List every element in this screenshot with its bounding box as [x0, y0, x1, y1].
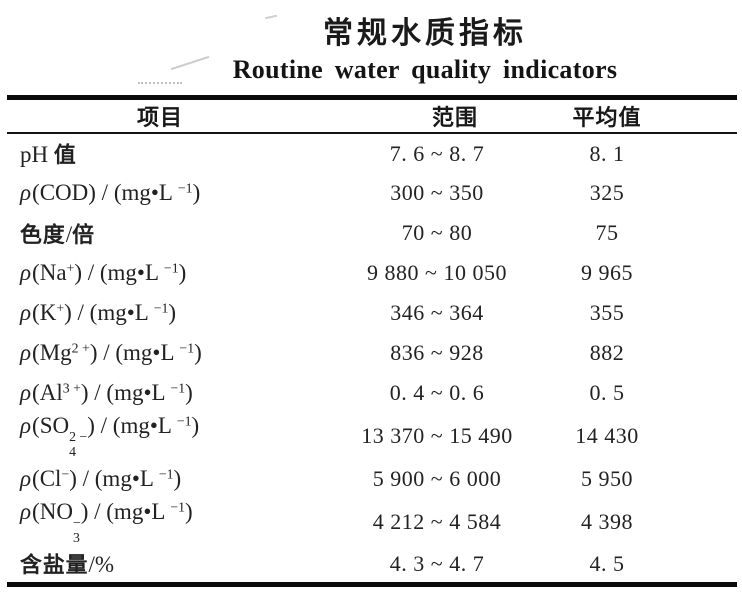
range-value: 300 ~ 350 — [390, 180, 484, 205]
item-label: ρ(SO 2 −4) / (mg•L −1) — [20, 413, 200, 459]
table-body: pH 值 7. 6 ~ 8. 7 8. 1 ρ(COD) / (mg•L −1) 300… — [7, 133, 737, 585]
range-value: 9 880 ~ 10 050 — [367, 260, 507, 285]
table-row: pH 值 7. 6 ~ 8. 7 8. 1 — [7, 133, 737, 173]
average-value: 8. 1 — [589, 140, 625, 166]
table-title-chinese: 常规水质指标 — [323, 17, 527, 50]
header-row: 项目 范围 平均值 — [7, 98, 737, 134]
row-spacer — [677, 545, 737, 585]
table-row: ρ(SO 2 −4) / (mg•L −1) 13 370 ~ 15 490 14 4… — [7, 413, 737, 459]
table-row: 含盐量/% 4. 3 ~ 4. 7 4. 5 — [7, 545, 737, 585]
column-header-range: 范围 — [431, 105, 478, 130]
column-header-item: 项目 — [136, 105, 183, 130]
item-label: ρ(NO −3) / (mg•L −1) — [20, 498, 193, 545]
header-spacer — [677, 98, 737, 134]
row-spacer — [677, 173, 737, 213]
water-quality-table: 项目 范围 平均值 pH 值 7. 6 ~ 8. 7 8. 1 ρ(COD) / (m… — [7, 95, 737, 588]
row-spacer — [677, 253, 737, 293]
row-spacer — [677, 333, 737, 373]
row-spacer — [677, 133, 737, 173]
item-label: pH 值 — [20, 142, 77, 167]
range-value: 70 ~ 80 — [401, 220, 473, 245]
row-spacer — [677, 373, 737, 413]
range-value: 4. 3 ~ 4. 7 — [389, 550, 485, 576]
average-value: 355 — [589, 300, 625, 325]
average-value: 325 — [589, 180, 625, 205]
table-row: 色度/倍 70 ~ 80 75 — [7, 213, 737, 253]
average-value: 4. 5 — [589, 550, 625, 576]
item-label: ρ(Na+) / (mg•L −1) — [20, 260, 187, 285]
average-value: 75 — [595, 220, 619, 245]
range-value: 4 212 ~ 4 584 — [372, 508, 502, 534]
item-label: ρ(Mg2 +) / (mg•L −1) — [20, 340, 202, 365]
table-row: ρ(Al3 +) / (mg•L −1) 0. 4 ~ 0. 6 0. 5 — [7, 373, 737, 413]
table-row: ρ(Na+) / (mg•L −1) 9 880 ~ 10 050 9 965 — [7, 253, 737, 293]
item-label: ρ(K+) / (mg•L −1) — [20, 300, 177, 325]
range-value: 346 ~ 364 — [390, 300, 484, 325]
range-value: 5 900 ~ 6 000 — [372, 465, 502, 491]
average-value: 4 398 — [581, 508, 633, 534]
row-spacer — [677, 213, 737, 253]
average-value: 14 430 — [575, 422, 639, 448]
item-label: ρ(COD) / (mg•L −1) — [20, 180, 201, 205]
average-value: 0. 5 — [589, 380, 625, 405]
table-row: ρ(Mg2 +) / (mg•L −1) 836 ~ 928 882 — [7, 333, 737, 373]
row-spacer — [677, 459, 737, 499]
range-value: 836 ~ 928 — [390, 340, 484, 365]
table-row: ρ(K+) / (mg•L −1) 346 ~ 364 355 — [7, 293, 737, 333]
row-spacer — [677, 499, 737, 545]
range-value: 0. 4 ~ 0. 6 — [389, 380, 485, 405]
row-spacer — [677, 293, 737, 333]
average-value: 5 950 — [581, 465, 633, 491]
table-title-english: Routine water quality indicators — [232, 55, 618, 84]
table-row: ρ(COD) / (mg•L −1) 300 ~ 350 325 — [7, 173, 737, 213]
table-row: ρ(Cl−) / (mg•L −1) 5 900 ~ 6 000 5 950 — [7, 459, 737, 499]
table-row: ρ(NO −3) / (mg•L −1) 4 212 ~ 4 584 4 398 — [7, 499, 737, 545]
item-label: 色度/倍 — [20, 221, 95, 247]
average-value: 9 965 — [581, 260, 633, 285]
average-value: 882 — [589, 340, 625, 365]
row-spacer — [677, 413, 737, 459]
item-label: ρ(Al3 +) / (mg•L −1) — [20, 380, 193, 405]
range-value: 13 370 ~ 15 490 — [361, 422, 513, 448]
item-label: 含盐量/% — [20, 552, 115, 578]
range-value: 7. 6 ~ 8. 7 — [389, 140, 485, 166]
item-label: ρ(Cl−) / (mg•L −1) — [20, 465, 182, 491]
column-header-average: 平均值 — [572, 105, 642, 130]
